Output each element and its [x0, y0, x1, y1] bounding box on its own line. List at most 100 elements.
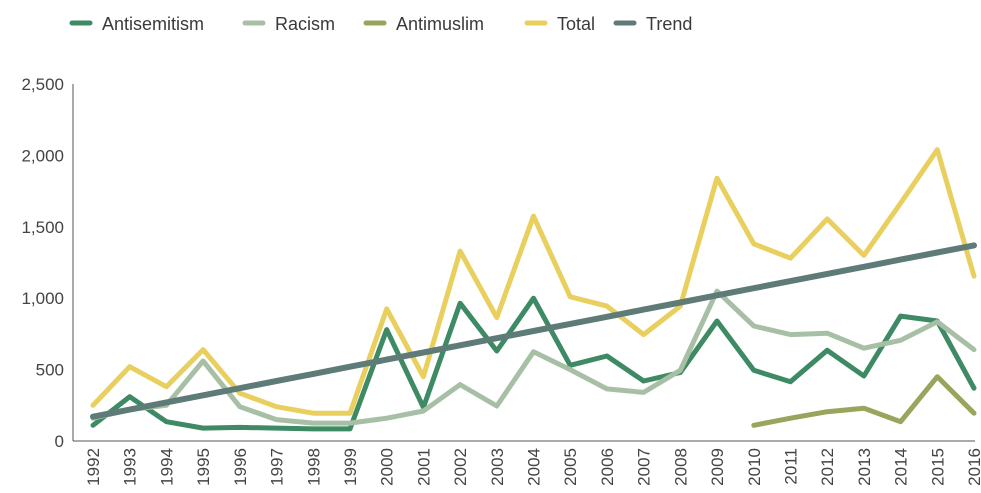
data-point-total: [201, 348, 205, 351]
x-tick-label: 2011: [781, 448, 800, 485]
data-point-antimuslim: [862, 407, 866, 410]
series-trend: [90, 242, 977, 420]
legend: Antisemitism Racism Antimuslim Total Trend: [69, 14, 692, 34]
legend-label-antisemitism: Antisemitism: [102, 14, 204, 34]
data-point-total: [275, 405, 278, 408]
y-tick-label: 1,000: [21, 289, 64, 308]
x-tick-label: 2007: [635, 448, 654, 486]
x-tick-label: 2015: [928, 448, 947, 486]
data-point-racism: [348, 421, 352, 425]
data-point-racism: [495, 404, 498, 408]
series-line-total: [90, 147, 977, 416]
data-point-trend: [275, 379, 278, 383]
data-point-total: [495, 316, 498, 319]
data-point-antisemitism: [312, 427, 315, 431]
data-point-antimuslim: [752, 424, 755, 427]
data-point-antisemitism: [862, 374, 866, 378]
data-point-antimuslim: [936, 375, 939, 378]
y-tick-label: 0: [55, 432, 64, 451]
x-tick-label: 2005: [561, 448, 580, 486]
data-point-antisemitism: [385, 328, 388, 331]
data-point-total: [532, 214, 535, 218]
data-point-antisemitism: [165, 420, 168, 423]
data-point-total: [238, 392, 241, 395]
y-axis: 0 500 1,000 1,500 2,000 2,500: [21, 75, 74, 451]
data-point-trend: [679, 301, 682, 304]
data-point-total: [642, 333, 645, 336]
data-point-total: [348, 412, 352, 415]
data-point-trend: [238, 387, 241, 390]
data-point-racism: [972, 348, 976, 351]
legend-label-antimuslim: Antimuslim: [396, 14, 484, 34]
data-point-racism: [715, 289, 719, 293]
data-point-racism: [532, 350, 535, 353]
x-tick-label: 2013: [855, 448, 874, 486]
data-point-antimuslim: [826, 410, 829, 413]
data-point-racism: [238, 405, 241, 408]
x-tick-label: 2000: [378, 448, 397, 486]
data-point-racism: [936, 320, 939, 323]
data-point-racism: [385, 417, 388, 420]
x-tick-label: 1995: [194, 448, 213, 486]
x-axis: 1992 1993 1994 1995 1996 1997 1998 1999 2000 2001…: [73, 440, 981, 486]
data-point-trend: [312, 372, 315, 376]
data-point-trend: [936, 251, 939, 254]
data-point-total: [422, 375, 425, 378]
x-tick-label: 1997: [268, 448, 287, 486]
x-tick-label: 1994: [157, 448, 176, 486]
data-point-trend: [91, 415, 95, 418]
data-point-racism: [679, 369, 682, 372]
data-point-total: [826, 217, 829, 221]
data-point-trend: [165, 401, 168, 404]
data-point-antisemitism: [605, 354, 609, 358]
data-point-racism: [642, 391, 645, 394]
x-tick-label: 1993: [121, 448, 140, 486]
data-point-racism: [569, 368, 572, 371]
series-line-racism: [90, 288, 977, 426]
data-point-trend: [385, 358, 388, 361]
series-antisemitism: [90, 295, 977, 432]
data-point-trend: [715, 294, 719, 297]
data-point-trend: [348, 365, 352, 368]
data-point-total: [972, 274, 976, 278]
x-tick-label: 1998: [304, 448, 323, 486]
data-point-total: [936, 148, 939, 151]
x-tick-label: 2014: [892, 448, 911, 486]
x-tick-label: 2004: [525, 448, 544, 486]
series-total: [90, 147, 977, 416]
data-point-total: [715, 177, 719, 180]
series-racism: [90, 288, 977, 426]
data-point-racism: [899, 339, 902, 342]
x-tick-label: 2002: [451, 448, 470, 486]
y-tick-label: 2,000: [21, 146, 64, 165]
data-point-antisemitism: [642, 379, 645, 383]
data-point-trend: [422, 351, 425, 354]
data-point-trend: [532, 329, 535, 333]
x-tick-label: 2016: [965, 448, 981, 486]
data-point-antisemitism: [972, 387, 976, 390]
data-point-racism: [458, 383, 462, 386]
data-point-total: [789, 257, 792, 260]
data-point-antisemitism: [458, 302, 462, 305]
data-point-total: [312, 412, 315, 415]
legend-label-total: Total: [557, 14, 595, 34]
data-point-antimuslim: [972, 412, 976, 415]
data-point-total: [569, 295, 572, 298]
data-point-racism: [826, 332, 829, 335]
data-point-total: [862, 254, 866, 257]
plot-area: [90, 147, 977, 432]
data-point-trend: [458, 344, 462, 347]
data-point-trend: [972, 244, 976, 247]
data-point-trend: [862, 265, 866, 268]
y-tick-label: 1,500: [21, 218, 64, 237]
x-tick-label: 2009: [708, 448, 727, 486]
data-point-antisemitism: [752, 369, 755, 372]
x-tick-label: 2001: [414, 448, 433, 486]
y-tick-label: 500: [36, 361, 64, 380]
data-point-trend: [752, 287, 755, 290]
x-tick-label: 2012: [818, 448, 837, 486]
y-tick-label: 2,500: [21, 75, 64, 94]
data-point-racism: [862, 347, 866, 350]
data-point-total: [899, 202, 902, 205]
